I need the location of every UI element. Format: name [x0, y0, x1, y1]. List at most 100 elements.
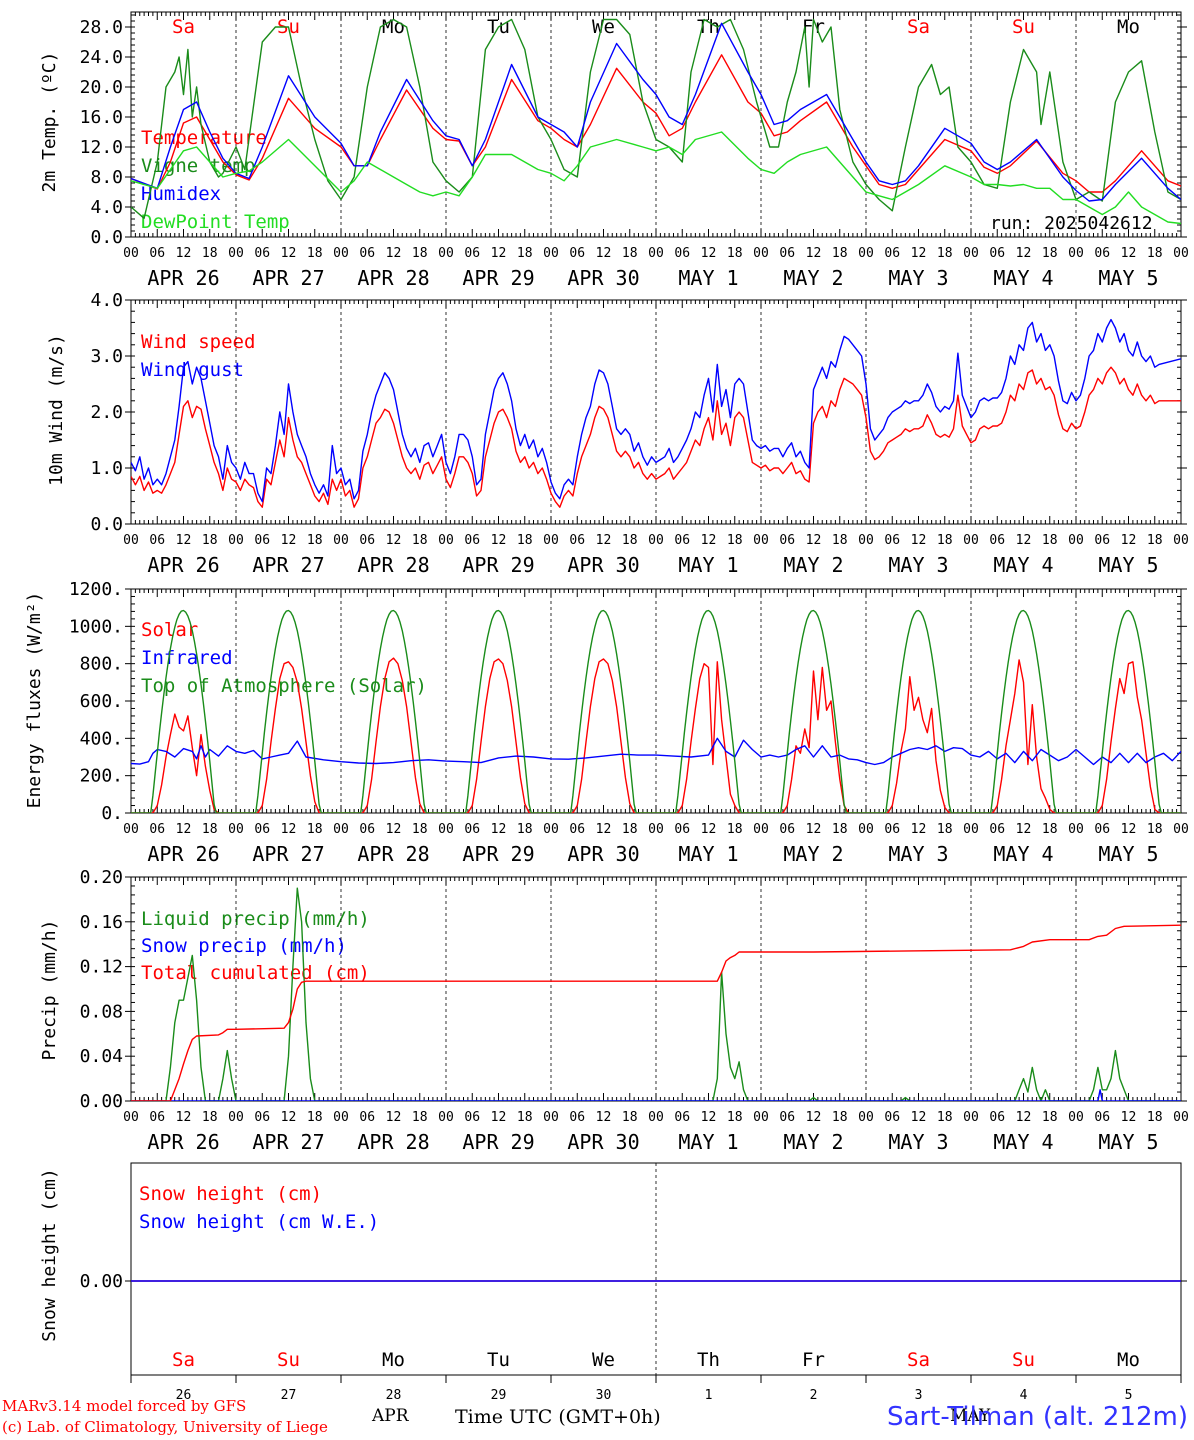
x-hour-label: 18 [937, 822, 953, 837]
x-hour-label: 00 [543, 1110, 559, 1125]
x-hour-label: 00 [648, 822, 664, 837]
x-hour-label: 18 [727, 533, 743, 548]
x-hour-label: 00 [543, 246, 559, 261]
y-tick-label: 0.12 [80, 957, 123, 978]
x-hour-label: 06 [254, 822, 270, 837]
x-hour-label: 12 [491, 533, 507, 548]
x-hour-label: 00 [333, 533, 349, 548]
x-hour-label: 00 [123, 533, 139, 548]
day-name-label: We [592, 1349, 615, 1371]
x-hour-label: 00 [123, 1110, 139, 1125]
x-hour-label: 12 [806, 533, 822, 548]
x-hour-label: 00 [753, 246, 769, 261]
station-name: Sart-Tilman (alt. 212m) [887, 1402, 1188, 1432]
day-name-label: Sa [172, 1349, 195, 1371]
y-tick-label: 0.04 [80, 1046, 123, 1067]
y-tick-label: 1200. [69, 579, 123, 600]
x-date-label: MAY 5 [1098, 842, 1158, 866]
x-date-label: MAY 1 [678, 553, 738, 577]
legend-solar: Solar [141, 619, 198, 641]
x-hour-label: 06 [779, 1110, 795, 1125]
x-hour-label: 18 [202, 822, 218, 837]
x-hour-label: 18 [1042, 533, 1058, 548]
x-date-label: MAY 2 [783, 553, 843, 577]
x-hour-label: 12 [806, 1110, 822, 1125]
x-hour-label: 18 [622, 533, 638, 548]
x-hour-label: 12 [386, 822, 402, 837]
x-hour-label: 06 [464, 246, 480, 261]
energy-panel: Energy fluxes (W/m²) Solar Infrared Top … [24, 579, 1189, 866]
x-hour-label: 18 [1147, 533, 1163, 548]
x-hour-label: 18 [832, 533, 848, 548]
x-date-label: APR 26 [147, 1130, 219, 1154]
x-hour-label: 18 [622, 1110, 638, 1125]
x-hour-label: 06 [989, 533, 1005, 548]
x-date-label: APR 30 [567, 1130, 639, 1154]
day-number-label: 3 [915, 1388, 923, 1403]
day-number-label: 27 [281, 1388, 297, 1403]
x-hour-label: 18 [727, 822, 743, 837]
day-number-label: 29 [491, 1388, 507, 1403]
x-hour-label: 06 [1094, 822, 1110, 837]
x-date-label: APR 28 [357, 1130, 429, 1154]
x-hour-label: 00 [1173, 246, 1189, 261]
x-hour-label: 06 [1094, 533, 1110, 548]
x-hour-label: 18 [412, 822, 428, 837]
x-date-label: APR 26 [147, 842, 219, 866]
x-hour-label: 06 [464, 533, 480, 548]
x-hour-label: 18 [937, 533, 953, 548]
x-hour-label: 00 [858, 822, 874, 837]
energy-y-axis-label: Energy fluxes (W/m²) [24, 592, 45, 809]
wind-panel: 10m Wind (m/s) Wind speed Wind gust 0.0 1… [46, 290, 1189, 577]
x-hour-label: 06 [884, 1110, 900, 1125]
x-hour-label: 06 [884, 533, 900, 548]
x-hour-label: 00 [1068, 246, 1084, 261]
x-hour-label: 18 [727, 1110, 743, 1125]
x-hour-label: 06 [149, 822, 165, 837]
plot-frame [130, 299, 1182, 525]
x-hour-label: 12 [491, 822, 507, 837]
y-tick-label: 3.0 [90, 346, 123, 367]
x-hour-label: 06 [149, 533, 165, 548]
x-hour-label: 06 [1094, 1110, 1110, 1125]
x-hour-label: 12 [1121, 533, 1137, 548]
legend-total-cumulated: Total cumulated (cm) [141, 962, 370, 984]
x-hour-label: 00 [228, 246, 244, 261]
x-date-label: APR 27 [252, 553, 324, 577]
legend-snow-height-we: Snow height (cm W.E.) [139, 1211, 379, 1233]
x-hour-label: 06 [989, 822, 1005, 837]
x-hour-label: 06 [884, 822, 900, 837]
y-tick-label: 0.20 [80, 867, 123, 888]
x-hour-label: 06 [674, 1110, 690, 1125]
day-name-label: Sa [172, 16, 195, 38]
x-hour-label: 12 [701, 246, 717, 261]
x-hour-label: 00 [753, 1110, 769, 1125]
plot-frame [130, 11, 1182, 238]
x-hour-label: 00 [1068, 1110, 1084, 1125]
x-hour-label: 06 [359, 533, 375, 548]
y-tick-label: 24.0 [80, 47, 123, 68]
y-tick-label: 4.0 [90, 197, 123, 218]
x-date-label: MAY 1 [678, 1130, 738, 1154]
x-hour-label: 12 [1016, 246, 1032, 261]
x-hour-label: 00 [333, 822, 349, 837]
x-hour-label: 18 [412, 246, 428, 261]
day-name-label: Mo [1117, 1349, 1140, 1371]
temperature-panel: 2m Temp. (ºC) run: 2025042612 Temperatur… [39, 11, 1189, 290]
x-hour-label: 18 [727, 246, 743, 261]
x-date-label: MAY 1 [678, 842, 738, 866]
day-name-label: Sa [907, 16, 930, 38]
x-hour-label: 00 [648, 1110, 664, 1125]
x-date-label: APR 30 [567, 553, 639, 577]
legend-toa-solar: Top of Atmosphere (Solar) [141, 675, 427, 697]
day-name-label: Su [277, 1349, 300, 1371]
x-hour-label: 18 [202, 246, 218, 261]
month-label-may: MAY [950, 1406, 991, 1426]
legend-infrared: Infrared [141, 647, 233, 669]
day-number-label: 4 [1020, 1388, 1028, 1403]
day-name-label: Tu [487, 1349, 510, 1371]
x-date-label: MAY 4 [993, 1130, 1053, 1154]
x-hour-label: 18 [1147, 822, 1163, 837]
x-hour-label: 12 [491, 246, 507, 261]
x-date-label: MAY 4 [993, 266, 1053, 290]
